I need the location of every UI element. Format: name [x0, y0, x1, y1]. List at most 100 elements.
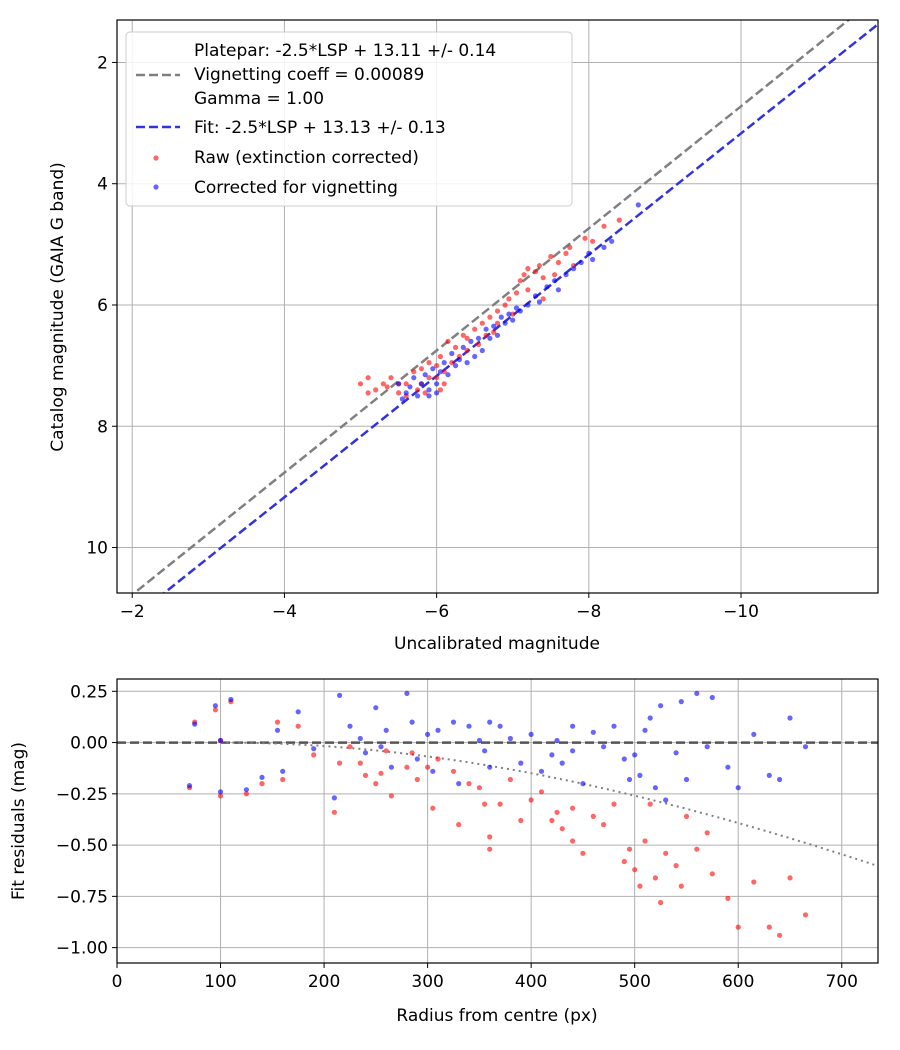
corrected-point [647, 715, 653, 721]
corrected-point [426, 387, 432, 393]
legend-platepar-line-3: Gamma = 1.00 [194, 89, 324, 109]
raw-point [658, 899, 664, 906]
y-tick-label: −0.25 [56, 785, 108, 805]
top-chart-frame [116, 19, 879, 594]
raw-point [464, 335, 470, 341]
corrected-point [494, 332, 501, 338]
corrected-point [407, 384, 413, 390]
corrected-point [373, 705, 379, 711]
raw-point [787, 875, 793, 881]
corrected-point [418, 381, 424, 387]
corrected-point [483, 326, 489, 332]
legend-raw-label: Raw (extinction corrected) [194, 148, 419, 168]
raw-point [411, 369, 417, 375]
raw-point [642, 838, 648, 844]
corrected-point [491, 323, 497, 329]
raw-point [449, 360, 455, 366]
raw-point [601, 223, 607, 229]
corrected-point [456, 781, 462, 787]
x-tick-label: −4 [272, 602, 297, 622]
raw-point [483, 332, 489, 338]
corrected-point [563, 272, 569, 278]
y-tick-label: −0.75 [56, 887, 108, 907]
raw-point [426, 360, 432, 366]
raw-point [453, 344, 459, 350]
raw-point [637, 883, 643, 889]
corrected-point [549, 752, 555, 758]
raw-point [582, 235, 588, 241]
corrected-point [637, 772, 643, 779]
corrected-point [479, 347, 485, 354]
raw-point [683, 813, 690, 820]
raw-point [441, 381, 447, 387]
raw-point [464, 347, 470, 354]
corrected-point [497, 723, 503, 729]
raw-point [673, 863, 679, 869]
y-tick-label: 8 [97, 417, 108, 437]
raw-point [274, 719, 281, 725]
bottom-chart-lines [117, 741, 878, 867]
raw-point [295, 723, 301, 729]
corrected-point [295, 709, 301, 715]
corrected-point [426, 393, 432, 399]
corrected-point [259, 774, 265, 781]
corrected-point [507, 735, 513, 742]
corrected-point [487, 764, 493, 770]
corrected-point [532, 293, 539, 299]
raw-point [777, 932, 783, 938]
raw-point [337, 760, 343, 766]
x-tick-label: 300 [411, 972, 443, 992]
raw-point [704, 830, 710, 836]
raw-point [479, 320, 485, 326]
corrected-point [510, 317, 516, 323]
corrected-point [777, 776, 783, 783]
raw-point [450, 768, 457, 774]
y-tick-label: −1.00 [56, 939, 108, 959]
raw-point [494, 308, 501, 314]
top-chart-x-ticks: −2 −4 −6 −8 −10 [120, 593, 759, 622]
corrected-point [460, 344, 466, 350]
raw-point [570, 838, 576, 844]
legend-fit-label: Fit: -2.5*LSP + 13.13 +/- 0.13 [194, 118, 446, 138]
corrected-point [487, 719, 493, 725]
corrected-point [570, 723, 576, 729]
raw-point [652, 875, 659, 881]
raw-point [694, 846, 700, 852]
bottom-chart: 0 100 200 300 400 500 600 700 0.25 0.00 −0.25 −0.5… [9, 678, 879, 1026]
corrected-point [552, 278, 558, 284]
raw-point [735, 924, 741, 930]
raw-point [388, 375, 394, 381]
raw-point [491, 329, 497, 335]
raw-point [528, 797, 534, 803]
raw-point [445, 338, 451, 344]
raw-point [766, 924, 772, 930]
bottom-chart-x-ticks: 0 100 200 300 400 500 600 700 [112, 963, 858, 992]
corrected-point [601, 744, 607, 750]
top-chart: −2 −4 −6 −8 −10 2 4 6 8 10 Uncalibrated magnitud… [48, 19, 879, 654]
raw-point [525, 266, 531, 272]
corrected-point [725, 764, 731, 770]
corrected-point [441, 360, 447, 366]
corrected-point [411, 375, 417, 381]
top-chart-lines [132, 20, 878, 593]
raw-point [678, 883, 684, 889]
raw-point [709, 871, 715, 877]
raw-point [552, 272, 558, 278]
raw-point [487, 314, 493, 320]
raw-point [373, 387, 379, 393]
corrected-point [580, 781, 586, 787]
raw-point [611, 801, 617, 807]
bottom-chart-x-label: Radius from centre (px) [396, 1006, 597, 1026]
corrected-point [498, 314, 504, 320]
legend-corrected-label: Corrected for vignetting [194, 178, 398, 198]
raw-point [425, 764, 431, 770]
corrected-point [217, 737, 224, 744]
raw-point [502, 302, 508, 308]
corrected-point [434, 381, 440, 387]
raw-point [555, 259, 562, 266]
raw-point [532, 269, 539, 275]
raw-point [426, 375, 432, 381]
corrected-point [487, 335, 493, 341]
corrected-point [528, 731, 534, 738]
corrected-point [544, 284, 550, 290]
